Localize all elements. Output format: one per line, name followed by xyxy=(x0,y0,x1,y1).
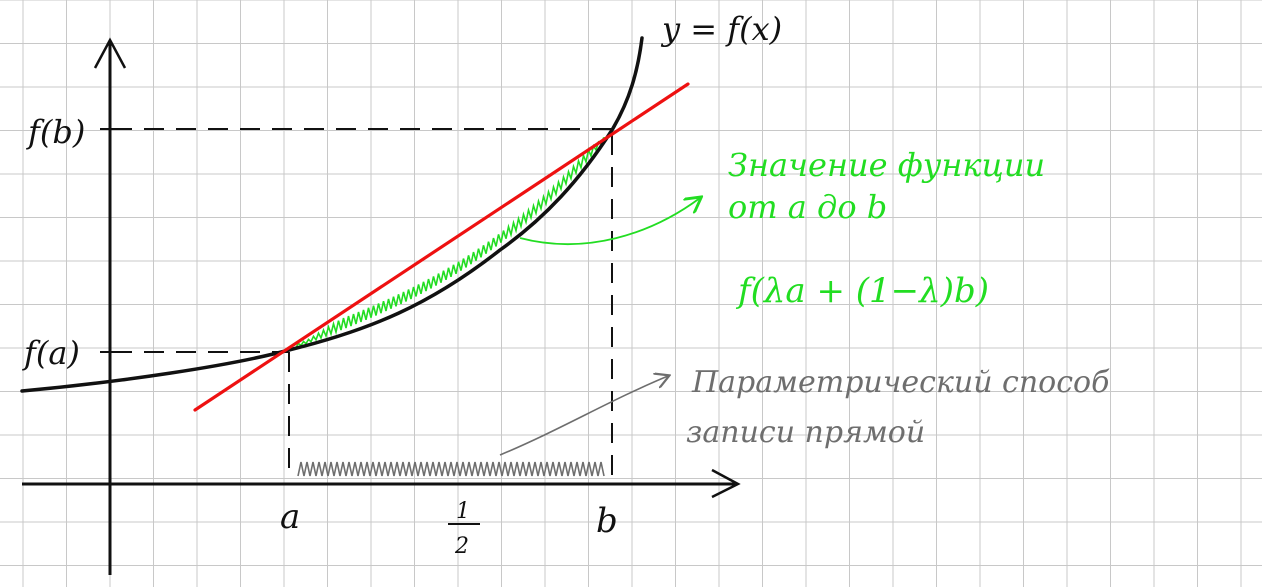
b-tick-label: b xyxy=(596,501,618,541)
curve-label: y = f(x) xyxy=(660,10,782,48)
fa-label: f(a) xyxy=(22,334,80,372)
a-tick-label: a xyxy=(280,497,300,537)
green-arrow xyxy=(519,198,700,245)
gray-arrow xyxy=(499,376,668,456)
gray-note-line1: Параметрический способ xyxy=(691,365,1110,400)
green-note-line1: Значение функции xyxy=(728,146,1045,184)
region-hatching xyxy=(295,136,607,348)
function-curve xyxy=(20,36,644,393)
half-numerator: 1 xyxy=(456,499,470,524)
secant-line xyxy=(193,82,690,412)
fb-label: f(b) xyxy=(26,113,85,151)
green-formula: f(λa + (1−λ)b) xyxy=(735,271,989,311)
green-note-line2: от a до b xyxy=(728,188,887,226)
gray-note-line2: записи прямой xyxy=(686,415,925,450)
x-axis xyxy=(22,468,741,499)
dashed-guides xyxy=(112,128,617,480)
y-axis xyxy=(93,37,127,575)
segment-hatching xyxy=(297,461,605,477)
half-denominator: 2 xyxy=(454,534,469,559)
